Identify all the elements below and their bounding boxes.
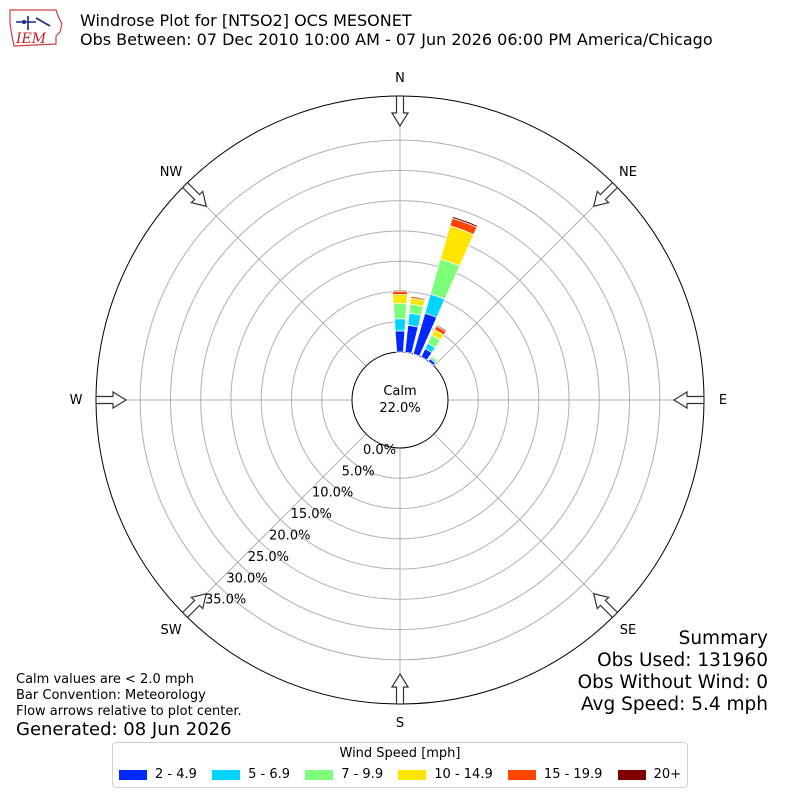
direction-arrows (95, 95, 705, 705)
windrose-bar-segment (429, 258, 461, 300)
windrose-bar-segment (394, 330, 406, 353)
chart-subtitle: Obs Between: 07 Dec 2010 10:00 AM - 07 J… (80, 30, 713, 49)
direction-label: E (719, 393, 727, 408)
radial-tick-label: 10.0% (312, 486, 353, 501)
grid-spoke (184, 184, 367, 367)
radial-tick-label: 5.0% (342, 464, 375, 479)
legend-item: 7 - 9.9 (303, 767, 385, 782)
legend-label: 7 - 9.9 (341, 767, 384, 782)
logo-text: IEM (15, 31, 47, 47)
flow-arrow-note: Flow arrows relative to plot center. (16, 704, 242, 719)
radial-tick-label: 35.0% (205, 593, 246, 608)
grid-circle (139, 139, 661, 661)
calm-value: 22.0% (379, 401, 420, 416)
bar-convention-note: Bar Convention: Meteorology (16, 688, 206, 703)
grid-circle (200, 200, 600, 600)
grid-spoke (184, 433, 367, 616)
arrow-shape (592, 592, 619, 619)
windrose-bar-segment (407, 312, 422, 328)
direction-label: S (396, 716, 404, 731)
radial-tick-label: 0.0% (363, 443, 396, 458)
legend-item: 2 - 4.9 (117, 767, 199, 782)
legend-item: 20+ (616, 767, 683, 782)
calm-circle (351, 351, 449, 449)
grid-circle (169, 169, 631, 631)
direction-arrow-icon (181, 181, 208, 208)
arrow-shape (95, 390, 128, 410)
direction-arrow-icon (390, 95, 410, 128)
generated-date: Generated: 08 Jun 2026 (16, 719, 232, 740)
arrow-shape (390, 672, 410, 705)
legend-swatch (617, 769, 646, 780)
direction-arrow-icon (390, 672, 410, 705)
calm-note: Calm values are < 2.0 mph (16, 672, 195, 687)
summary-obs-without-wind: Obs Without Wind: 0 (577, 672, 768, 693)
direction-label: NE (619, 165, 637, 180)
legend-label: 20+ (653, 767, 681, 782)
legend-swatch (305, 769, 334, 780)
radial-tick-label: 20.0% (269, 529, 310, 544)
radial-tick-label: 25.0% (248, 550, 289, 565)
windrose-bar-segment (392, 294, 408, 305)
windrose-bar-segment (392, 303, 408, 320)
direction-label: N (395, 71, 405, 86)
direction-label: SE (620, 623, 636, 638)
direction-arrow-icon (592, 181, 619, 208)
arrow-shape (390, 95, 410, 128)
direction-label: W (70, 393, 83, 408)
radial-tick-label: 30.0% (226, 571, 267, 586)
direction-arrow-icon (181, 592, 208, 619)
calm-label: Calm (383, 384, 416, 399)
arrow-shape (181, 592, 208, 619)
legend-items: 2 - 4.9 5 - 6.9 7 - 9.9 10 - 14.9 15 - 1… (117, 767, 683, 782)
legend-label: 2 - 4.9 (155, 767, 197, 782)
windrose-bars (391, 216, 479, 367)
legend-label: 15 - 19.9 (543, 767, 603, 782)
legend-swatch (212, 769, 241, 780)
windrose-bar-segment (393, 318, 407, 332)
direction-label: NW (160, 165, 183, 180)
radial-tick-label: 15.0% (291, 507, 332, 522)
direction-arrow-icon (95, 390, 128, 410)
legend: Wind Speed [mph] 2 - 4.9 5 - 6.9 7 - 9.9… (112, 742, 688, 788)
legend-title: Wind Speed [mph] (339, 746, 461, 761)
legend-swatch (507, 769, 536, 780)
legend-swatch (398, 769, 427, 780)
legend-item: 5 - 6.9 (210, 767, 292, 782)
summary-heading: Summary (678, 628, 768, 649)
arrow-shape (592, 181, 619, 208)
grid-spoke (433, 184, 616, 367)
legend-label: 5 - 6.9 (248, 767, 290, 782)
grid-spoke (433, 433, 616, 616)
legend-swatch (119, 769, 147, 780)
legend-item: 10 - 14.9 (396, 767, 494, 782)
direction-arrow-icon (672, 390, 705, 410)
legend-label: 10 - 14.9 (434, 767, 493, 782)
grid-circle (230, 230, 570, 570)
chart-labels: N NE E SE S SW W NW 0.0% 5.0% 10.0% 15.0% 20.0% 25.0%… (70, 71, 728, 731)
summary-avg-speed: Avg Speed: 5.4 mph (580, 694, 768, 715)
chart-title: Windrose Plot for [NTSO2] OCS MESONET (80, 11, 412, 30)
windrose-bar-segment (391, 289, 409, 293)
iem-logo: IEM (9, 9, 63, 47)
windrose-bar-segment (410, 295, 426, 300)
windrose-bar-segment (432, 353, 440, 361)
windrose-bar-segment (435, 324, 448, 333)
arrow-shape (672, 390, 705, 410)
direction-arrow-icon (592, 592, 619, 619)
windrose-bar-segment (451, 216, 479, 228)
arrow-shape (181, 181, 208, 208)
direction-label: SW (160, 623, 181, 638)
legend-item: 15 - 19.9 (506, 767, 604, 782)
grid-circle (260, 260, 540, 540)
summary-obs-used: Obs Used: 131960 (597, 650, 768, 671)
